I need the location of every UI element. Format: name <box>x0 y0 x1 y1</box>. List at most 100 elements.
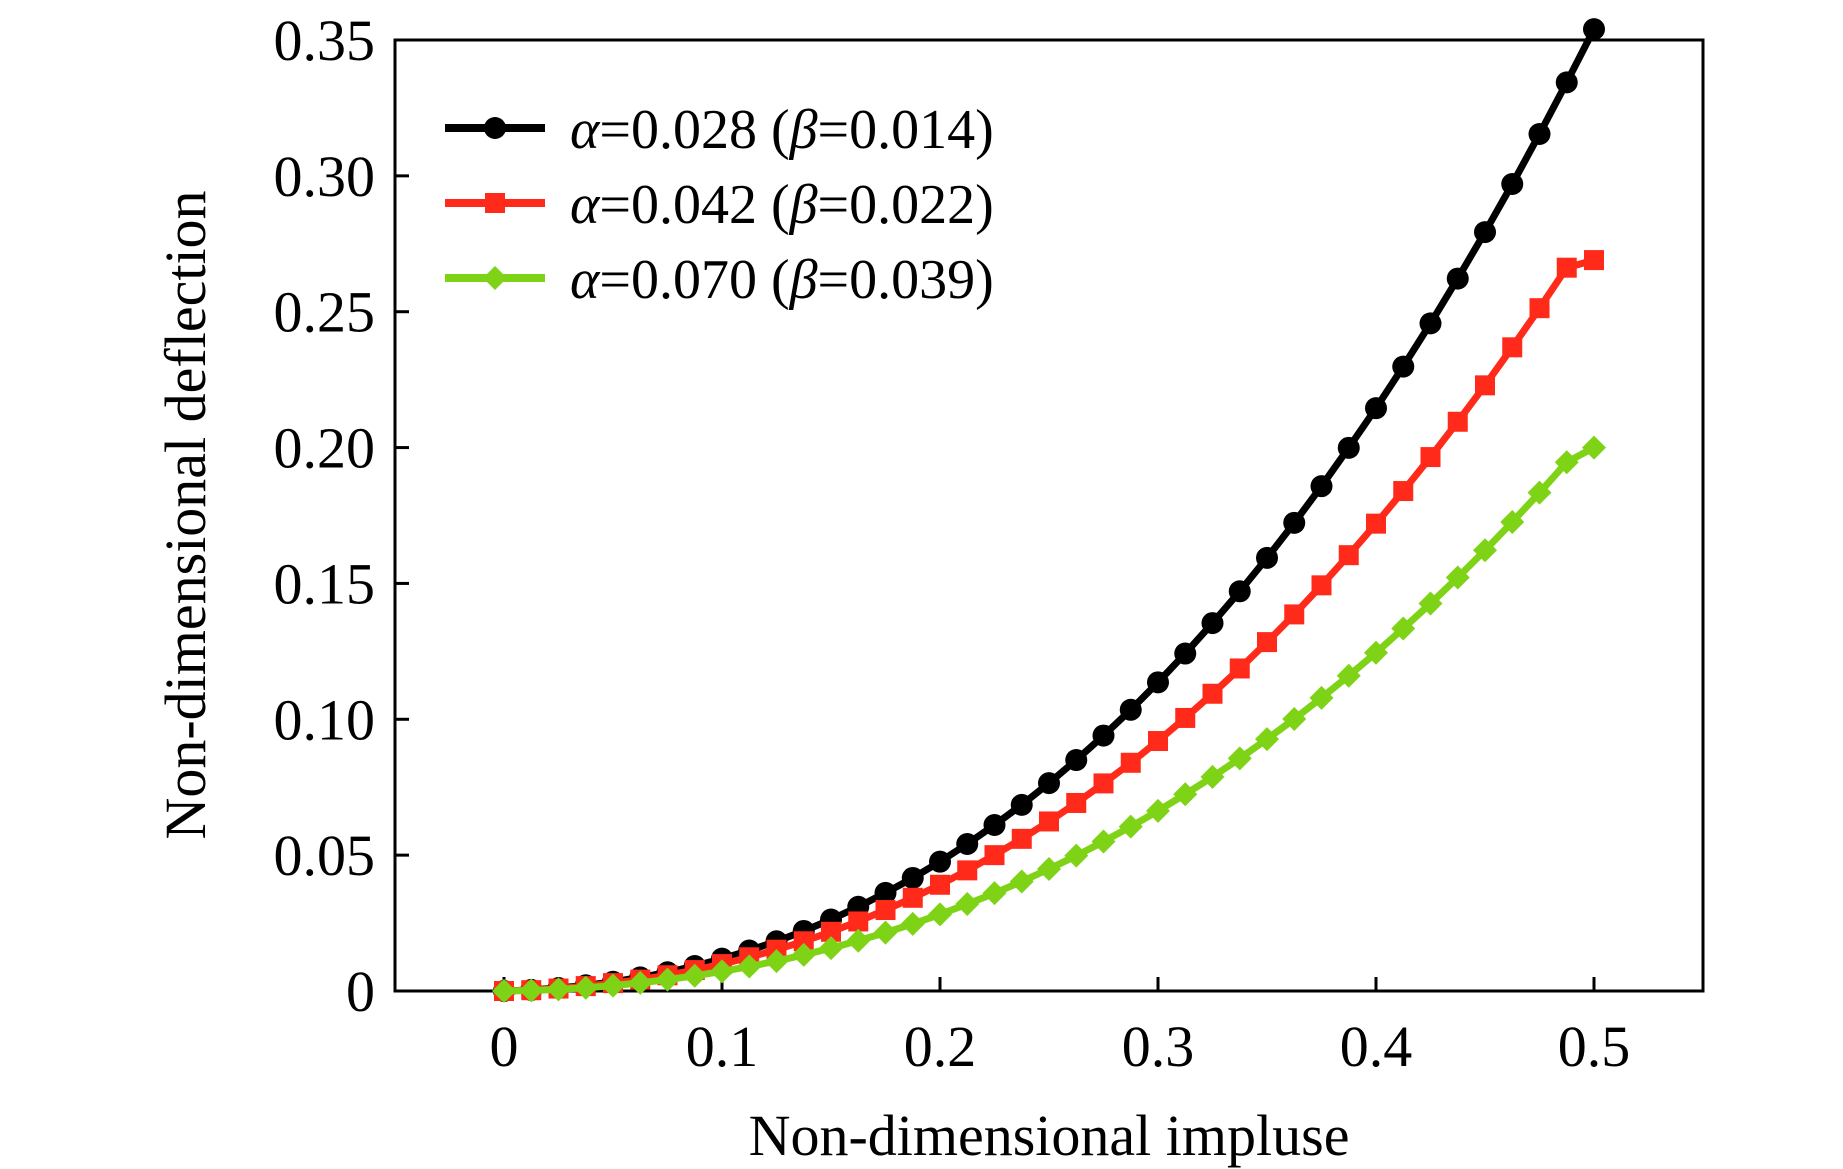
series-2-point <box>1257 632 1277 653</box>
series-2-point <box>1393 481 1414 502</box>
series-1-point <box>1501 173 1524 196</box>
x-tick-label: 0.4 <box>1340 1014 1413 1079</box>
series-2-point <box>793 931 814 952</box>
series-3-point <box>519 978 544 1003</box>
series-3-point <box>1282 707 1307 732</box>
y-tick-label: 0.25 <box>274 280 376 345</box>
series-3-point <box>1582 435 1606 460</box>
legend-label-part: =0.022) <box>818 174 994 236</box>
series-2-point <box>1556 257 1577 278</box>
series-1-point <box>1228 580 1251 603</box>
legend-label: α=0.070 (β=0.039) <box>570 249 994 311</box>
y-tick-label: 0.20 <box>274 416 376 481</box>
series-3-point <box>1118 814 1143 839</box>
series-3-point <box>846 928 871 953</box>
series-2-point <box>1338 545 1359 566</box>
series-3-point <box>1037 857 1061 882</box>
legend: α=0.028 (β=0.014)α=0.042 (β=0.022)α=0.07… <box>445 99 994 311</box>
series-2-line <box>503 256 1595 995</box>
series-2-point <box>984 845 1005 866</box>
series-3-point <box>873 920 898 945</box>
series-3-point <box>1418 591 1443 616</box>
series-1-point <box>1283 511 1306 534</box>
x-tick-label: 0.1 <box>686 1014 759 1079</box>
series-2-point <box>1584 250 1604 271</box>
series-1-point <box>1419 312 1442 335</box>
series-3-point <box>928 902 952 927</box>
series-2-point <box>821 921 841 942</box>
series-1 <box>493 18 1605 1002</box>
series-3-point <box>1391 616 1416 641</box>
series-2-point <box>1311 575 1332 596</box>
y-tick-label: 0.05 <box>274 823 376 888</box>
legend-label: α=0.042 (β=0.022) <box>570 174 994 236</box>
series-2-point <box>1148 731 1168 752</box>
x-tick-label: 0.2 <box>904 1014 977 1079</box>
series-1-point <box>1201 612 1224 635</box>
series-2-point <box>1093 773 1114 794</box>
series-3-line <box>503 444 1596 995</box>
x-tick-label: 0 <box>490 1014 519 1079</box>
legend-label-part: =0.042 ( <box>599 174 789 236</box>
series-3-point <box>1255 727 1279 752</box>
series-3-point <box>1527 480 1552 505</box>
y-axis-ticks: 0 0.05 0.10 0.15 0.20 0.25 0.30 0.35 <box>274 8 409 1024</box>
series-2-point <box>848 911 869 932</box>
series-3-point <box>955 892 980 917</box>
series-3 <box>492 435 1606 1003</box>
x-tick-label: 0.3 <box>1122 1014 1195 1079</box>
series-3-point <box>1364 640 1388 665</box>
series-1-point <box>1365 397 1387 420</box>
series-1-point <box>1392 355 1415 378</box>
legend-label-part: α <box>570 99 601 161</box>
series-3-point <box>1309 685 1334 710</box>
series-2-point <box>1447 411 1468 432</box>
series-2-point <box>1529 298 1550 319</box>
y-tick-label: 0.30 <box>274 144 376 209</box>
y-tick-label: 0 <box>346 959 375 1024</box>
series-3-point <box>1500 510 1525 535</box>
series-3-point <box>601 973 625 998</box>
series-1-point <box>1147 671 1169 694</box>
series-1-point <box>1528 123 1551 146</box>
series-1-point <box>983 813 1006 836</box>
series-1-point <box>1474 221 1496 244</box>
legend-item-3: α=0.070 (β=0.039) <box>445 249 994 311</box>
series-1-point <box>1092 724 1115 747</box>
x-tick-label: 0.5 <box>1558 1014 1631 1079</box>
series-3-point <box>791 942 816 967</box>
series-3-point <box>628 970 653 995</box>
series-2-point <box>957 860 978 881</box>
series-3-point <box>900 911 925 936</box>
legend-label-part: β <box>789 249 818 311</box>
series-3-point <box>982 881 1007 906</box>
series-2-point <box>875 900 896 921</box>
series-1-point <box>484 117 506 139</box>
series-3-point <box>1336 663 1361 688</box>
series-1-point <box>1119 698 1142 721</box>
series-1-point <box>1174 642 1197 665</box>
series-3-point <box>819 936 843 961</box>
series-3-point <box>710 959 734 984</box>
series-1-point <box>1010 793 1033 816</box>
series-1-point <box>956 833 979 856</box>
y-axis-title: Non-dimensional deflection <box>153 190 218 839</box>
series-2-point <box>1011 828 1032 849</box>
legend-label-part: β <box>789 99 818 161</box>
series-2-point <box>1229 658 1250 679</box>
series-3-point <box>737 954 762 979</box>
series-3-point <box>682 963 707 988</box>
series-3-point <box>1554 450 1579 475</box>
series-3-point <box>655 967 680 992</box>
series-2-point <box>1475 375 1495 396</box>
series-1-point <box>1310 475 1333 498</box>
legend-label-part: =0.028 ( <box>599 99 789 161</box>
series-2-point <box>930 874 950 895</box>
legend-item-1: α=0.028 (β=0.014) <box>445 99 994 161</box>
series-1-point <box>1065 749 1088 772</box>
series-2-point <box>1202 683 1223 704</box>
series-2-point <box>1175 707 1196 728</box>
series-1-point <box>1446 267 1469 290</box>
series-2-point <box>1120 752 1141 773</box>
